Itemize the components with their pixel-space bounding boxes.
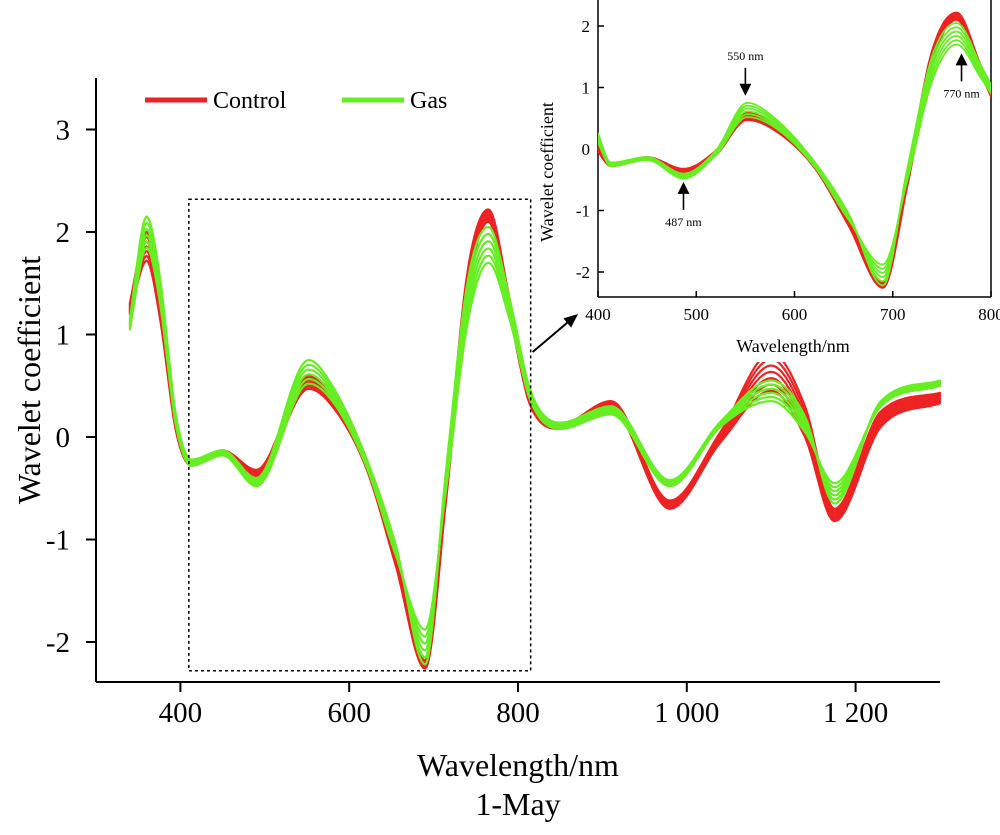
inset-y-tick-label: 1 <box>582 79 591 98</box>
main-x-tick-label: 1 200 <box>823 697 888 729</box>
annotation-label: 770 nm <box>943 86 980 100</box>
inset-x-axis-title: Wavelength/nm <box>736 336 850 356</box>
main-y-tick-label: -1 <box>46 525 70 557</box>
inset-x-tick-label: 800 <box>978 305 1000 324</box>
inset-series-group <box>598 11 991 289</box>
inset-x-tick-label: 700 <box>880 305 906 324</box>
inset-background <box>540 0 1000 362</box>
annotation-arrow-head <box>739 83 752 96</box>
main-y-tick-label: 1 <box>56 320 71 352</box>
inset-x-tick-label: 400 <box>585 305 611 324</box>
annotation-arrow-head <box>677 181 690 194</box>
main-x-axis-title: Wavelength/nm <box>417 747 619 783</box>
annotation-arrow-head <box>955 53 968 66</box>
main-x-tick-label: 800 <box>496 697 540 729</box>
main-y-tick-label: 2 <box>56 217 71 249</box>
series-gas-line-6 <box>128 215 942 666</box>
inset-y-tick-label: -2 <box>576 263 590 282</box>
inset-y-tick-label: -1 <box>576 202 590 221</box>
figure-caption: 1-May <box>475 786 560 822</box>
inset-x-tick-label: 600 <box>782 305 808 324</box>
inset-y-axis-title: Wavelet coefficient <box>537 102 557 242</box>
main-x-tick-label: 400 <box>159 697 203 729</box>
inset-x-tick-label: 500 <box>684 305 710 324</box>
series-gas-line-6 <box>598 22 991 287</box>
legend-label-gas: Gas <box>410 88 447 114</box>
legend-label-control: Control <box>213 88 287 114</box>
inset-y-tick-label: 2 <box>582 17 591 36</box>
zoom-connector-arrow-head <box>563 314 578 328</box>
main-y-tick-label: 0 <box>56 422 71 454</box>
zoom-connector-arrow <box>532 316 575 353</box>
main-x-tick-label: 600 <box>327 697 371 729</box>
inset-plot: -2 -1 0 1 2 400 500 600 700 800 Wavelength/nm Wavel… <box>537 0 1000 362</box>
annotation-label: 487 nm <box>665 215 702 229</box>
main-y-tick-label: -2 <box>46 627 70 659</box>
main-plot: -2 -1 0 1 2 3 400 600 800 1 000 1 200 Wavelength/nm… <box>11 78 942 822</box>
main-x-tick-label: 1 000 <box>654 697 719 729</box>
main-y-axis-title: Wavelet coefficient <box>11 256 47 504</box>
annotation-label: 550 nm <box>727 49 764 63</box>
inset-y-tick-label: 0 <box>582 140 591 159</box>
zoom-region-box <box>188 198 532 672</box>
main-y-tick-label: 3 <box>56 115 71 147</box>
